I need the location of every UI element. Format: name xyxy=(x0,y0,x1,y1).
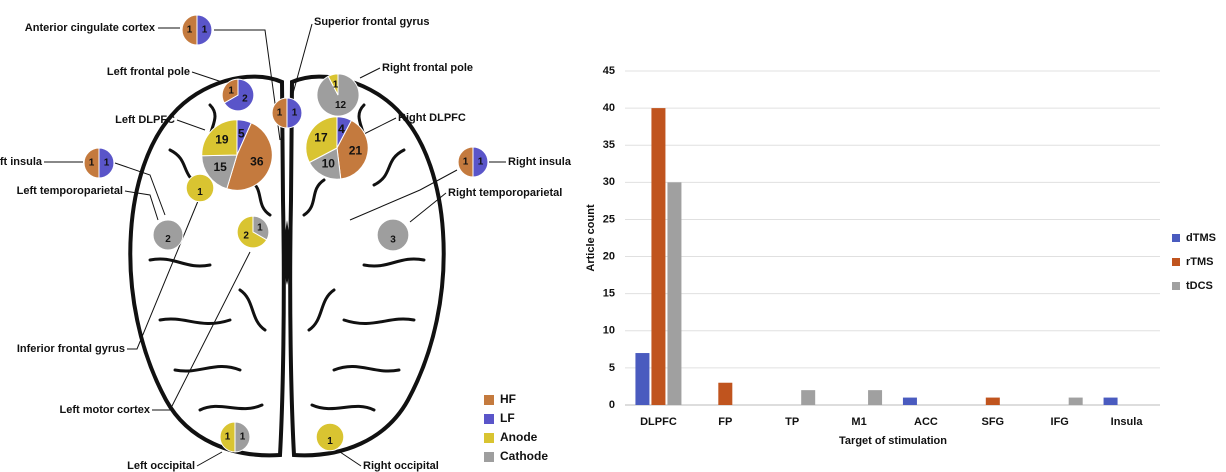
pie-value-label: 1 xyxy=(228,86,234,97)
region-label: Left insula xyxy=(0,156,43,168)
bar xyxy=(651,108,665,405)
y-axis-title: Article count xyxy=(585,204,597,272)
legend-label: dTMS xyxy=(1186,232,1216,244)
x-tick-label: DLPFC xyxy=(640,416,677,428)
pie-value-label: 1 xyxy=(187,25,193,36)
y-tick-label: 25 xyxy=(603,213,615,225)
y-tick-label: 45 xyxy=(603,65,615,77)
x-tick-label: FP xyxy=(718,416,732,428)
bar xyxy=(718,383,732,405)
bar xyxy=(801,390,815,405)
pie-value-label: 1 xyxy=(225,432,231,443)
legend-swatch xyxy=(484,433,494,443)
x-axis-title: Target of stimulation xyxy=(839,435,947,447)
x-tick-label: SFG xyxy=(982,416,1005,428)
x-tick-label: Insula xyxy=(1111,416,1144,428)
legend-label: tDCS xyxy=(1186,280,1213,292)
region-label: Right occipital xyxy=(363,460,439,472)
pie-value-label: 5 xyxy=(238,126,245,140)
pie-value-label: 1 xyxy=(197,187,203,198)
pie-value-label: 17 xyxy=(314,130,328,144)
pie-value-label: 1 xyxy=(104,158,110,169)
pie-value-label: 12 xyxy=(335,100,347,111)
region-label: Superior frontal gyrus xyxy=(314,16,430,28)
pie-value-label: 1 xyxy=(292,108,298,119)
region-label: Right insula xyxy=(508,156,572,168)
pie-value-label: 4 xyxy=(338,122,345,136)
bar xyxy=(868,390,882,405)
region-label: Inferior frontal gyrus xyxy=(17,343,125,355)
bar-chart: Target of stimulation Article count 0 5 10… xyxy=(585,65,1216,447)
y-tick-label: 30 xyxy=(603,176,615,188)
legend-label: LF xyxy=(500,411,515,425)
legend-swatch xyxy=(1172,234,1180,242)
pie-value-label: 19 xyxy=(215,132,229,146)
region-label: Right temporoparietal xyxy=(448,187,562,199)
region-label: Left occipital xyxy=(127,460,195,472)
bar xyxy=(903,398,917,405)
legend-label: Anode xyxy=(500,430,538,444)
pie-value-label: 1 xyxy=(478,157,484,168)
region-label: Left DLPFC xyxy=(115,114,175,126)
pie-value-label: 1 xyxy=(277,108,283,119)
pie-value-label: 36 xyxy=(250,155,264,169)
y-tick-label: 0 xyxy=(609,399,615,411)
legend-swatch xyxy=(1172,258,1180,266)
pie-value-label: 15 xyxy=(213,160,227,174)
pie-value-label: 1 xyxy=(463,157,469,168)
pie-value-label: 2 xyxy=(165,234,171,245)
brain-outline xyxy=(130,77,443,456)
bar xyxy=(986,398,1000,405)
y-tick-label: 20 xyxy=(603,250,615,262)
pie-value-label: 2 xyxy=(242,94,248,105)
legend-label: Cathode xyxy=(500,449,548,463)
legend-swatch xyxy=(484,414,494,424)
pie-value-label: 1 xyxy=(327,436,333,447)
region-label: Anterior cingulate cortex xyxy=(25,22,156,34)
pie-value-label: 3 xyxy=(390,234,396,245)
y-tick-label: 10 xyxy=(603,325,615,337)
x-tick-label: IFG xyxy=(1051,416,1069,428)
region-label: Left temporoparietal xyxy=(17,185,123,197)
region-label: Left motor cortex xyxy=(60,404,151,416)
figure: Anterior cingulate cortex11Left frontal … xyxy=(0,0,1226,472)
pie-value-label: 1 xyxy=(89,158,95,169)
pie-value-label: 1 xyxy=(333,79,339,90)
y-tick-label: 40 xyxy=(603,102,615,114)
legend-swatch xyxy=(484,452,494,462)
pie-value-label: 1 xyxy=(257,223,263,234)
x-tick-label: M1 xyxy=(851,416,866,428)
y-tick-label: 35 xyxy=(603,139,615,151)
legend-label: HF xyxy=(500,392,516,406)
pie-value-label: 10 xyxy=(322,157,336,171)
bar xyxy=(635,353,649,405)
bar xyxy=(667,182,681,405)
region-label: Left frontal pole xyxy=(107,66,190,78)
bar xyxy=(1104,398,1118,405)
y-tick-label: 15 xyxy=(603,288,615,300)
pie-value-label: 1 xyxy=(240,432,246,443)
x-tick-label: TP xyxy=(785,416,799,428)
legend-label: rTMS xyxy=(1186,256,1214,268)
x-tick-label: ACC xyxy=(914,416,938,428)
legend-swatch xyxy=(484,395,494,405)
region-label: Right DLPFC xyxy=(398,112,466,124)
pie-value-label: 2 xyxy=(243,231,249,242)
bar xyxy=(1069,398,1083,405)
y-tick-label: 5 xyxy=(609,362,615,374)
pie-value-label: 1 xyxy=(202,25,208,36)
region-label: Right frontal pole xyxy=(382,62,473,74)
pie-value-label: 21 xyxy=(349,144,363,158)
legend-swatch xyxy=(1172,282,1180,290)
